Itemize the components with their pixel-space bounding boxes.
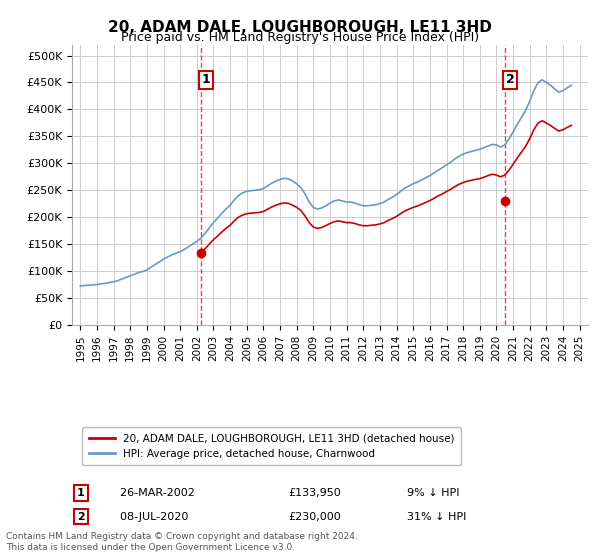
- Text: £230,000: £230,000: [289, 512, 341, 521]
- Text: 20, ADAM DALE, LOUGHBOROUGH, LE11 3HD: 20, ADAM DALE, LOUGHBOROUGH, LE11 3HD: [108, 20, 492, 35]
- Text: 31% ↓ HPI: 31% ↓ HPI: [407, 512, 467, 521]
- Text: £133,950: £133,950: [289, 488, 341, 498]
- Text: 9% ↓ HPI: 9% ↓ HPI: [407, 488, 460, 498]
- Text: 1: 1: [201, 73, 210, 86]
- Legend: 20, ADAM DALE, LOUGHBOROUGH, LE11 3HD (detached house), HPI: Average price, deta: 20, ADAM DALE, LOUGHBOROUGH, LE11 3HD (d…: [82, 427, 461, 465]
- Text: 2: 2: [77, 512, 85, 521]
- Text: Contains HM Land Registry data © Crown copyright and database right 2024.
This d: Contains HM Land Registry data © Crown c…: [6, 532, 358, 552]
- Text: 26-MAR-2002: 26-MAR-2002: [113, 488, 195, 498]
- Text: 1: 1: [77, 488, 85, 498]
- Text: Price paid vs. HM Land Registry's House Price Index (HPI): Price paid vs. HM Land Registry's House …: [121, 31, 479, 44]
- Text: 08-JUL-2020: 08-JUL-2020: [113, 512, 188, 521]
- Text: 2: 2: [506, 73, 514, 86]
